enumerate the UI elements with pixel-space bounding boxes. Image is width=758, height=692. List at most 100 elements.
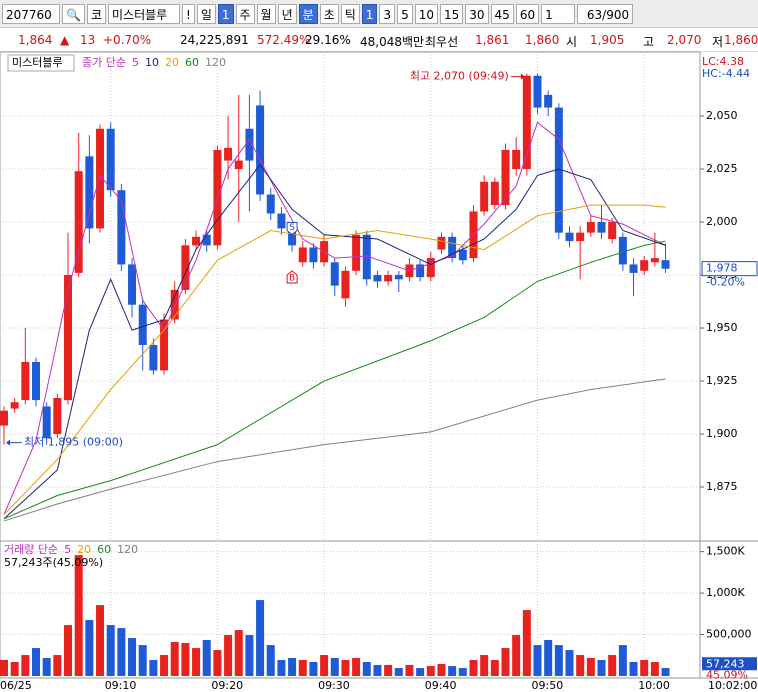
candle-body	[458, 249, 467, 261]
volume-bar	[234, 630, 243, 676]
moving-average	[3, 240, 666, 520]
x-tick-label: 09:30	[318, 679, 350, 692]
arrow-head	[6, 439, 10, 446]
candle-body	[53, 397, 62, 435]
arrow: ▲	[60, 33, 70, 47]
y-tick-label: 1,000K	[706, 586, 745, 599]
unit-select[interactable]: 1	[541, 3, 576, 24]
period-button[interactable]: 초	[319, 3, 339, 24]
legend-label: 20	[77, 543, 91, 556]
volume-bar	[309, 661, 318, 676]
volume-bar	[426, 666, 435, 676]
candle-body	[117, 190, 126, 265]
volume-bar	[480, 655, 489, 676]
moving-average	[3, 378, 666, 522]
interval-button[interactable]: 60	[515, 3, 540, 24]
open: 1,905	[590, 33, 625, 47]
volume-bar	[128, 638, 137, 676]
market[interactable]: 코	[86, 3, 106, 24]
interval-button[interactable]: 3	[379, 3, 396, 24]
volume-bar	[586, 658, 595, 676]
period-button[interactable]: 분	[298, 3, 318, 24]
volume-bar	[469, 659, 478, 676]
candle-body	[490, 181, 499, 206]
interval-button[interactable]: 15	[439, 3, 464, 24]
candle-body	[106, 128, 115, 191]
candle-body	[245, 128, 254, 161]
volume-bar	[373, 664, 382, 676]
candle-body	[138, 304, 147, 345]
volume-bar	[608, 655, 617, 676]
candle-body	[96, 128, 105, 229]
candle-body	[21, 361, 30, 401]
candle-body	[224, 147, 233, 161]
volume-bar	[192, 648, 201, 676]
volume: 24,225,891	[180, 33, 249, 47]
volume-bar	[298, 659, 307, 676]
candle-body	[192, 236, 201, 246]
volume-bar	[74, 555, 83, 676]
interval-button[interactable]: 5	[397, 3, 413, 24]
legend-label: 20	[165, 56, 179, 69]
interval-button[interactable]: 45	[490, 3, 514, 24]
period-n[interactable]: 1	[217, 3, 234, 24]
turnover: 29.16%	[305, 33, 351, 47]
volume-bar	[277, 659, 286, 676]
candle-body	[394, 275, 403, 280]
code-input[interactable]: 207760	[2, 3, 60, 24]
volume-bar	[512, 635, 521, 676]
candle-body	[10, 402, 19, 409]
volume-bar	[181, 643, 190, 676]
candle-body	[32, 361, 41, 401]
volume-bar	[650, 661, 659, 676]
volume-bar	[85, 620, 94, 676]
volume-bar	[640, 659, 649, 676]
volume-bar	[554, 645, 563, 676]
volume-bar	[576, 655, 585, 676]
candle-body	[362, 234, 371, 280]
legend-box	[7, 54, 75, 72]
period-button[interactable]: 주	[235, 3, 255, 24]
candle-body	[661, 260, 670, 269]
volume-bar	[330, 658, 339, 676]
interval-button[interactable]: 10	[414, 3, 438, 24]
interval-button[interactable]: 30	[465, 3, 489, 24]
x-tick-label: 10:00	[638, 679, 670, 692]
candle-body	[384, 275, 393, 282]
volume-bar	[224, 635, 233, 676]
toolbar: 207760 🔍 코 미스터블루 ! 일 1 주 월 년 분 초 틱 1 3 5…	[0, 0, 758, 28]
alert-button[interactable]: !	[182, 3, 195, 24]
period-button[interactable]: 틱	[340, 3, 360, 24]
candle-body	[256, 105, 265, 195]
volume-bar	[320, 655, 329, 676]
period-button[interactable]: 년	[277, 3, 297, 24]
volume-bar	[21, 655, 30, 676]
volume-bar	[266, 645, 275, 676]
candle-body	[213, 149, 222, 246]
amount: 48,048백만	[360, 35, 425, 49]
period-button[interactable]: 월	[256, 3, 276, 24]
volume-bar	[10, 661, 19, 676]
volume-bar	[565, 650, 574, 676]
moving-average	[3, 121, 666, 515]
volume-bar	[533, 645, 542, 676]
candle-body	[512, 149, 521, 170]
volume-bar	[117, 628, 126, 676]
period-button[interactable]: 일	[196, 3, 216, 24]
legend-label: 120	[117, 543, 138, 556]
legend-label: 60	[185, 56, 199, 69]
candle-body	[448, 236, 457, 259]
volume-bar	[522, 610, 531, 676]
high: 2,070	[667, 33, 702, 47]
y-tick-label: 2,050	[706, 109, 738, 122]
last-price-box	[701, 261, 758, 277]
candle-body	[64, 275, 73, 401]
last-volume-pct: 45.09%	[706, 668, 748, 681]
interval-button[interactable]: 1	[361, 3, 378, 24]
change-pct: +0.70%	[103, 33, 152, 47]
volume-bar	[160, 655, 169, 676]
legend-label: 60	[97, 543, 111, 556]
candle-body	[416, 264, 425, 278]
search-button[interactable]: 🔍	[62, 3, 85, 24]
volume-bar	[138, 645, 147, 676]
